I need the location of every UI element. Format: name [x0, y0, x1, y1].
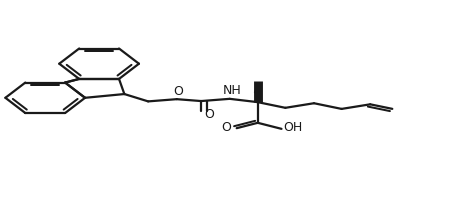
- Text: NH: NH: [223, 84, 242, 98]
- Text: O: O: [204, 108, 214, 121]
- Text: OH: OH: [283, 121, 303, 134]
- Text: O: O: [173, 85, 183, 98]
- Text: O: O: [221, 121, 231, 134]
